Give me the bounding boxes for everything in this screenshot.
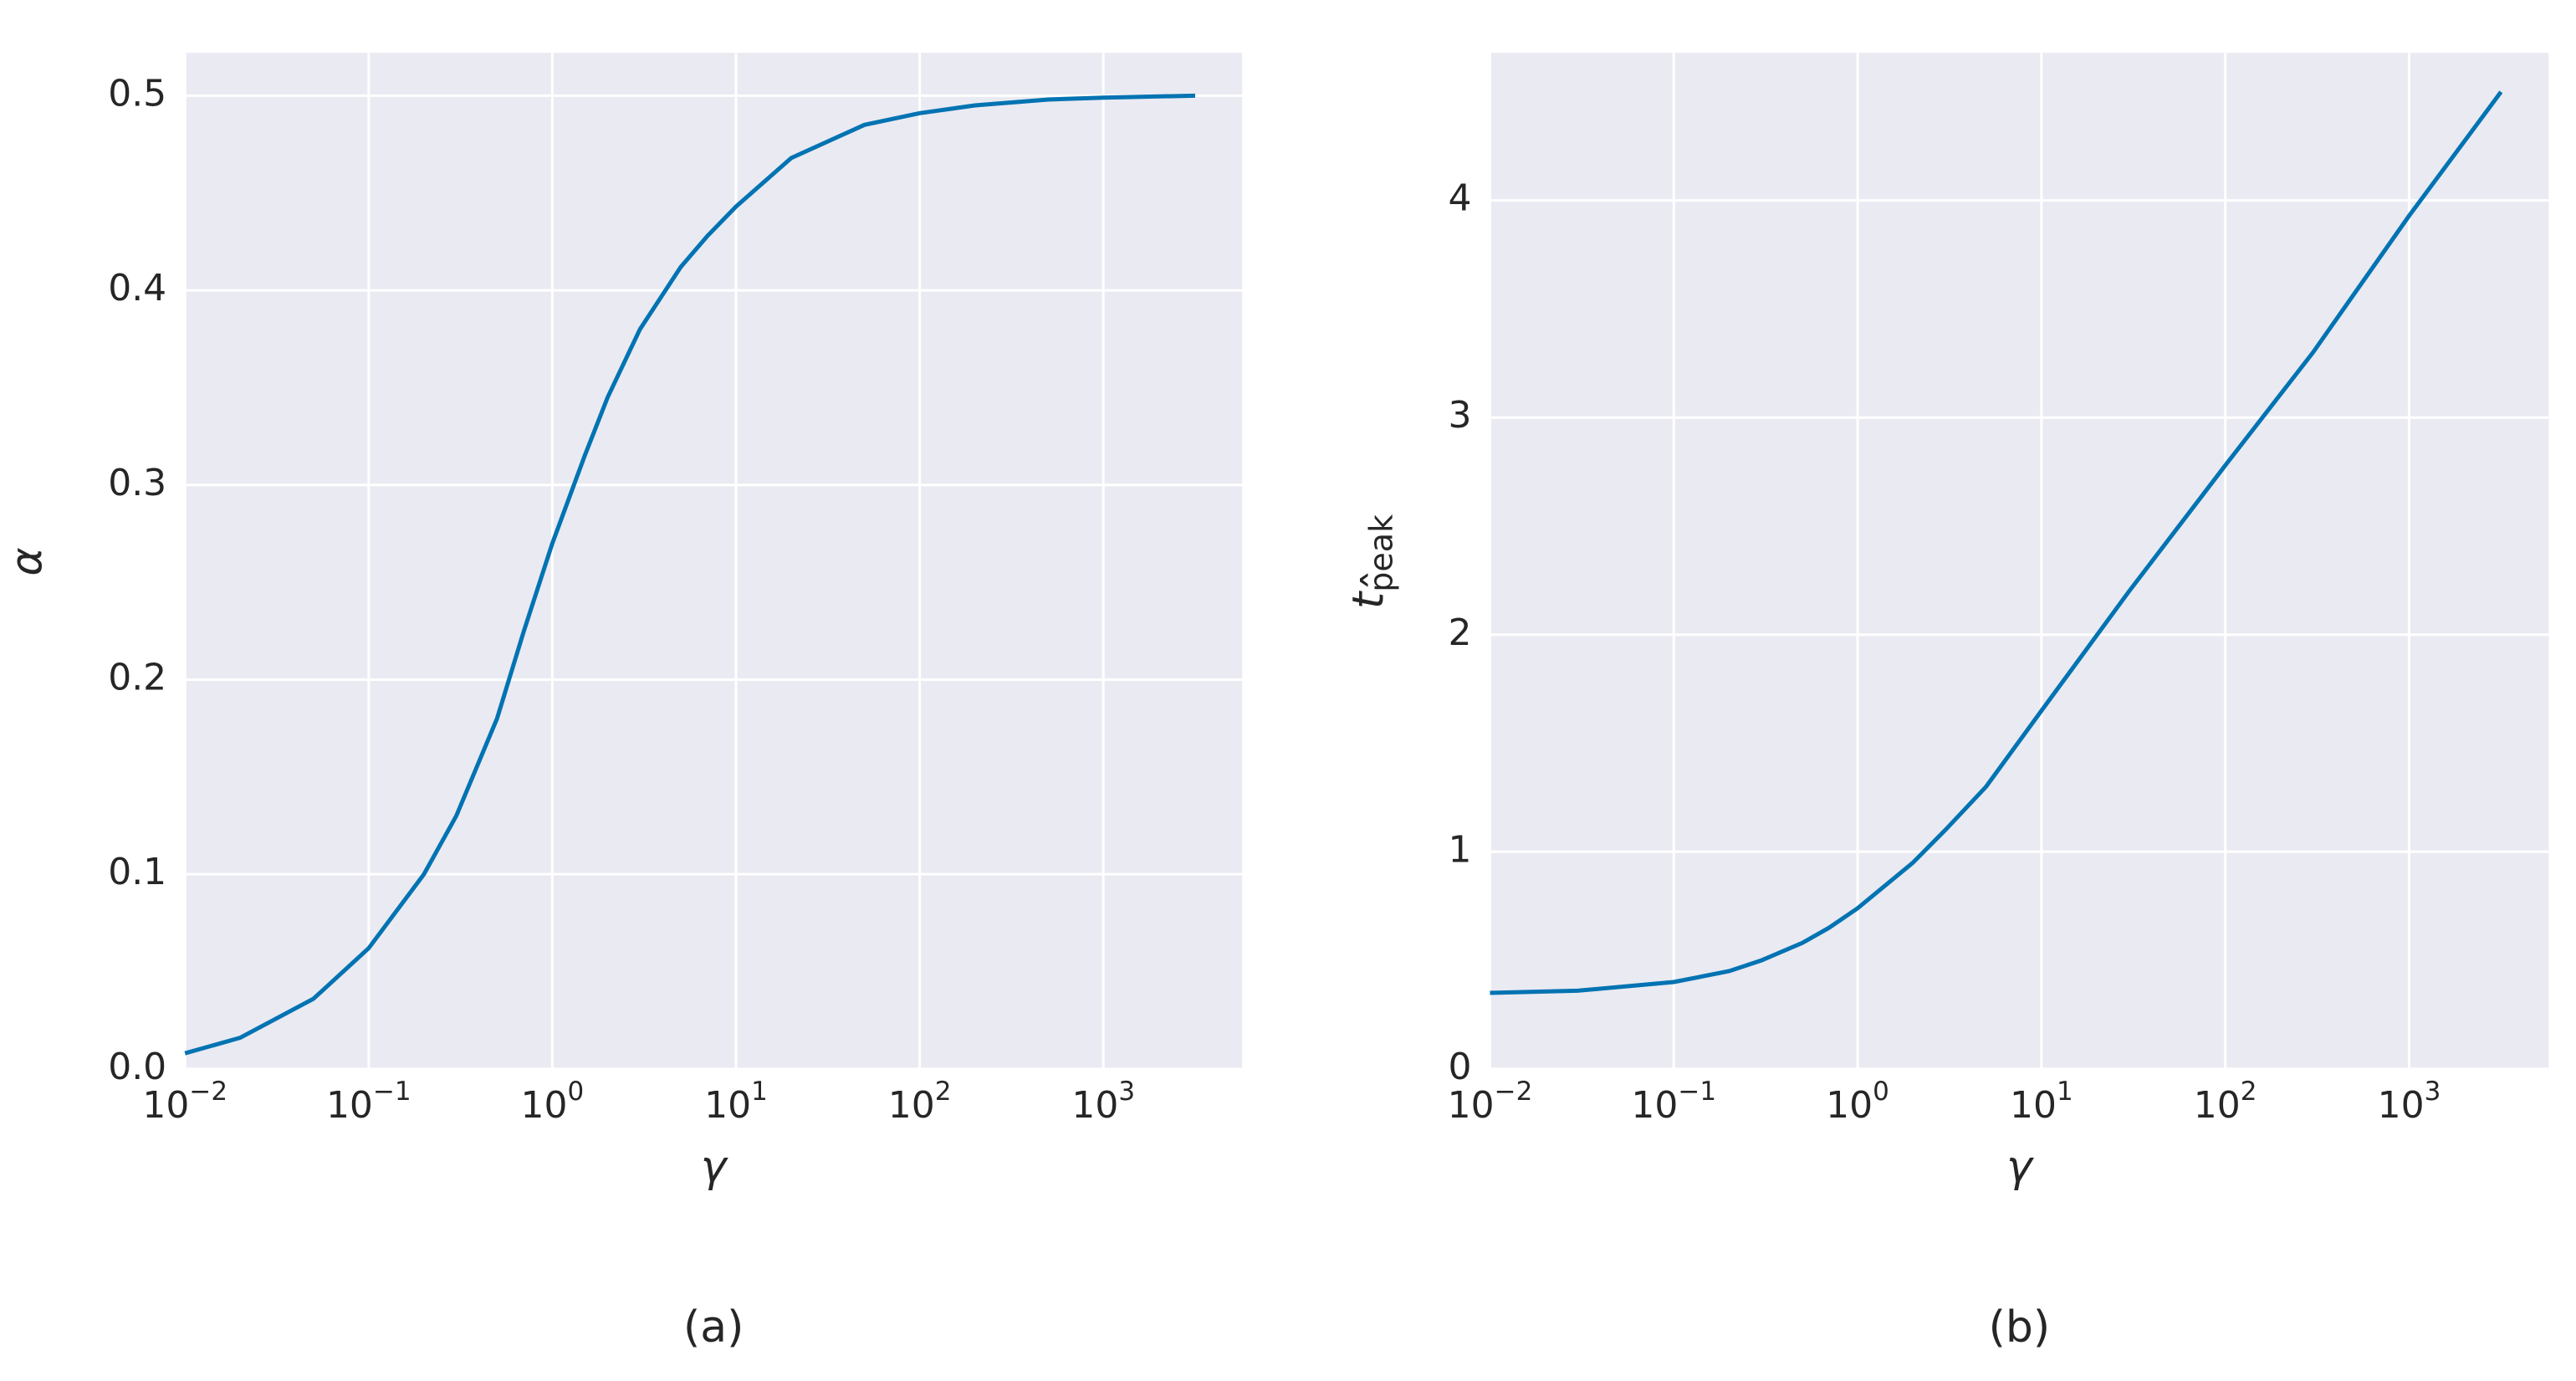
x-tick-base: 10 [888,1084,935,1127]
y-axis-label: tpeak [1343,514,1399,609]
x-tick-label: 100 [1826,1076,1889,1127]
y-axis-label: α [3,547,53,575]
y-tick-label: 0.0 [108,1046,166,1088]
y-tick-label: 1 [1448,828,1471,871]
y-tick-label: 0.3 [108,462,166,504]
y-tick-label: 4 [1448,177,1471,220]
y-tick-label: 0 [1448,1046,1471,1088]
x-tick-base: 10 [1071,1084,1118,1127]
x-tick-base: 10 [1448,1084,1495,1127]
x-tick-base: 10 [704,1084,751,1127]
y-tick-label: 3 [1448,394,1471,437]
x-tick-exponent: 2 [2241,1076,2257,1106]
caption: (b) [1989,1302,2051,1353]
data-line [184,93,1196,1056]
y-tick-label: 2 [1448,611,1471,654]
x-tick-label: 102 [2194,1076,2257,1127]
x-tick-label: 10−1 [1631,1076,1716,1127]
x-tick-label: 103 [1071,1076,1135,1127]
y-label-accent: ˆ [1355,570,1405,591]
x-tick-base: 10 [1631,1084,1678,1127]
y-tick-label: 0.5 [108,72,166,115]
x-tick-exponent: −1 [373,1076,411,1106]
y-tick-label: 0.1 [108,851,166,893]
plot-area [185,53,1243,1069]
y-label-main: t [1343,591,1393,609]
x-tick-label: 10−2 [142,1076,227,1127]
x-tick-exponent: 0 [568,1076,585,1106]
x-tick-base: 10 [521,1084,568,1127]
x-tick-exponent: 3 [2425,1076,2441,1106]
y-tick-label: 0.2 [108,656,166,698]
x-tick-label: 10−1 [326,1076,411,1127]
x-tick-base: 10 [1826,1084,1873,1127]
x-tick-label: 102 [888,1076,952,1127]
x-tick-exponent: 0 [1873,1076,1889,1106]
x-tick-base: 10 [2194,1084,2241,1127]
x-tick-base: 10 [326,1084,373,1127]
x-tick-base: 10 [142,1084,189,1127]
x-axis-label: γ [2006,1142,2035,1192]
x-tick-label: 101 [704,1076,768,1127]
data-line [1490,90,2503,995]
x-tick-label: 100 [521,1076,585,1127]
x-tick-exponent: −2 [189,1076,227,1106]
y-tick-label: 0.4 [108,267,166,309]
x-tick-label: 101 [2010,1076,2073,1127]
x-tick-exponent: 1 [2057,1076,2073,1106]
x-tick-exponent: −2 [1495,1076,1533,1106]
x-tick-base: 10 [2378,1084,2425,1127]
x-tick-base: 10 [2010,1084,2057,1127]
caption: (a) [683,1302,744,1353]
x-tick-label: 10−2 [1448,1076,1533,1127]
x-axis-label: γ [701,1142,729,1192]
x-tick-exponent: 1 [751,1076,768,1106]
x-tick-exponent: −1 [1678,1076,1716,1106]
x-tick-label: 103 [2378,1076,2441,1127]
plot-area [1490,53,2549,1069]
x-tick-exponent: 2 [935,1076,952,1106]
y-label-main: α [3,547,53,575]
y-label-sub: peak [1362,514,1399,592]
x-tick-exponent: 3 [1118,1076,1135,1106]
